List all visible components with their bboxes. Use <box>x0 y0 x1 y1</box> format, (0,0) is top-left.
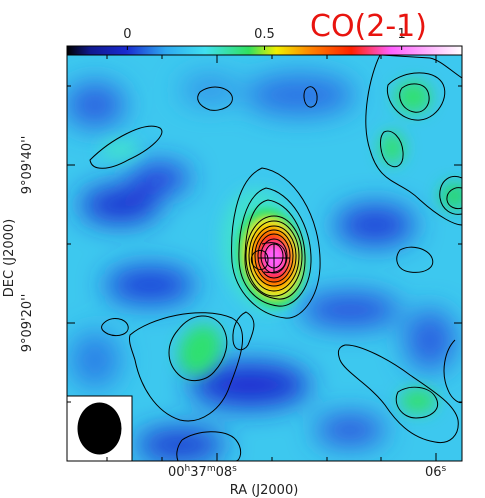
contour-line <box>446 187 462 210</box>
contour-line <box>395 386 438 419</box>
blue-patch <box>135 429 225 461</box>
contour-line <box>245 215 303 297</box>
beam-box <box>67 395 133 461</box>
colorbar-ticks: 0 0.5 1 <box>123 27 406 50</box>
green-patch <box>395 81 431 113</box>
green-patch <box>178 324 222 376</box>
contour-line <box>365 55 462 226</box>
x-axis-ticks <box>106 55 437 461</box>
contour-line <box>439 176 462 215</box>
blue-patch <box>70 332 120 388</box>
blue-patch <box>80 187 160 223</box>
blue-patch <box>105 267 195 303</box>
blue-patch <box>67 83 125 127</box>
colorbar-tick-label: 1 <box>398 27 406 42</box>
line-label: CO(2-1) <box>310 9 427 44</box>
contour-line <box>244 199 306 300</box>
contour-line <box>89 125 163 169</box>
beam-ellipse <box>77 402 122 455</box>
colorbar-tick-label: 0.5 <box>254 27 275 42</box>
map-panel <box>67 55 462 461</box>
green-patch <box>380 132 404 164</box>
blue-patch <box>130 164 190 192</box>
contour-line <box>232 311 255 351</box>
contour-line <box>129 312 244 422</box>
x-tick-label: 06s <box>425 464 447 480</box>
green-patch <box>100 140 140 160</box>
contour-line <box>254 229 294 283</box>
contours <box>89 55 462 461</box>
blue-patch <box>190 363 310 407</box>
contour-line <box>248 220 300 292</box>
x-axis-title: RA (J2000) <box>230 483 299 498</box>
y-axis-title: DEC (J2000) <box>2 219 17 298</box>
contour-line <box>176 431 242 461</box>
noise-field <box>67 75 455 461</box>
colorbar: 0 0.5 1 <box>66 27 463 57</box>
contour-line <box>250 249 269 271</box>
y-axis-ticks <box>67 85 462 403</box>
map-frame <box>66 54 463 462</box>
contour-line <box>257 233 291 279</box>
blue-patch <box>335 205 415 245</box>
colorbar-gradient <box>67 46 462 56</box>
y-tick-label: 9°09'20'' <box>20 294 35 353</box>
blue-patch <box>315 415 385 445</box>
contour-line <box>260 238 288 274</box>
contour-line <box>380 130 404 168</box>
contour-line <box>399 83 430 113</box>
blue-patch <box>245 75 355 115</box>
contour-line <box>101 318 129 337</box>
contour-line <box>337 344 459 444</box>
x-tick-label: 00h37m08s <box>168 464 237 480</box>
green-patch <box>400 389 436 413</box>
colorbar-tick-label: 0 <box>123 27 131 42</box>
contour-line <box>197 86 233 111</box>
blue-patch <box>180 76 240 104</box>
contour-line <box>386 72 446 121</box>
contour-line <box>231 167 321 319</box>
contour-line <box>168 315 228 381</box>
contour-line <box>303 86 318 108</box>
source-crosshair <box>258 244 290 272</box>
blue-patch <box>405 310 455 370</box>
blue-patch <box>300 294 400 326</box>
y-tick-label: 9°09'40'' <box>20 136 35 195</box>
green-patch <box>440 183 462 209</box>
contour-line <box>238 187 312 307</box>
contour-line <box>396 246 434 273</box>
